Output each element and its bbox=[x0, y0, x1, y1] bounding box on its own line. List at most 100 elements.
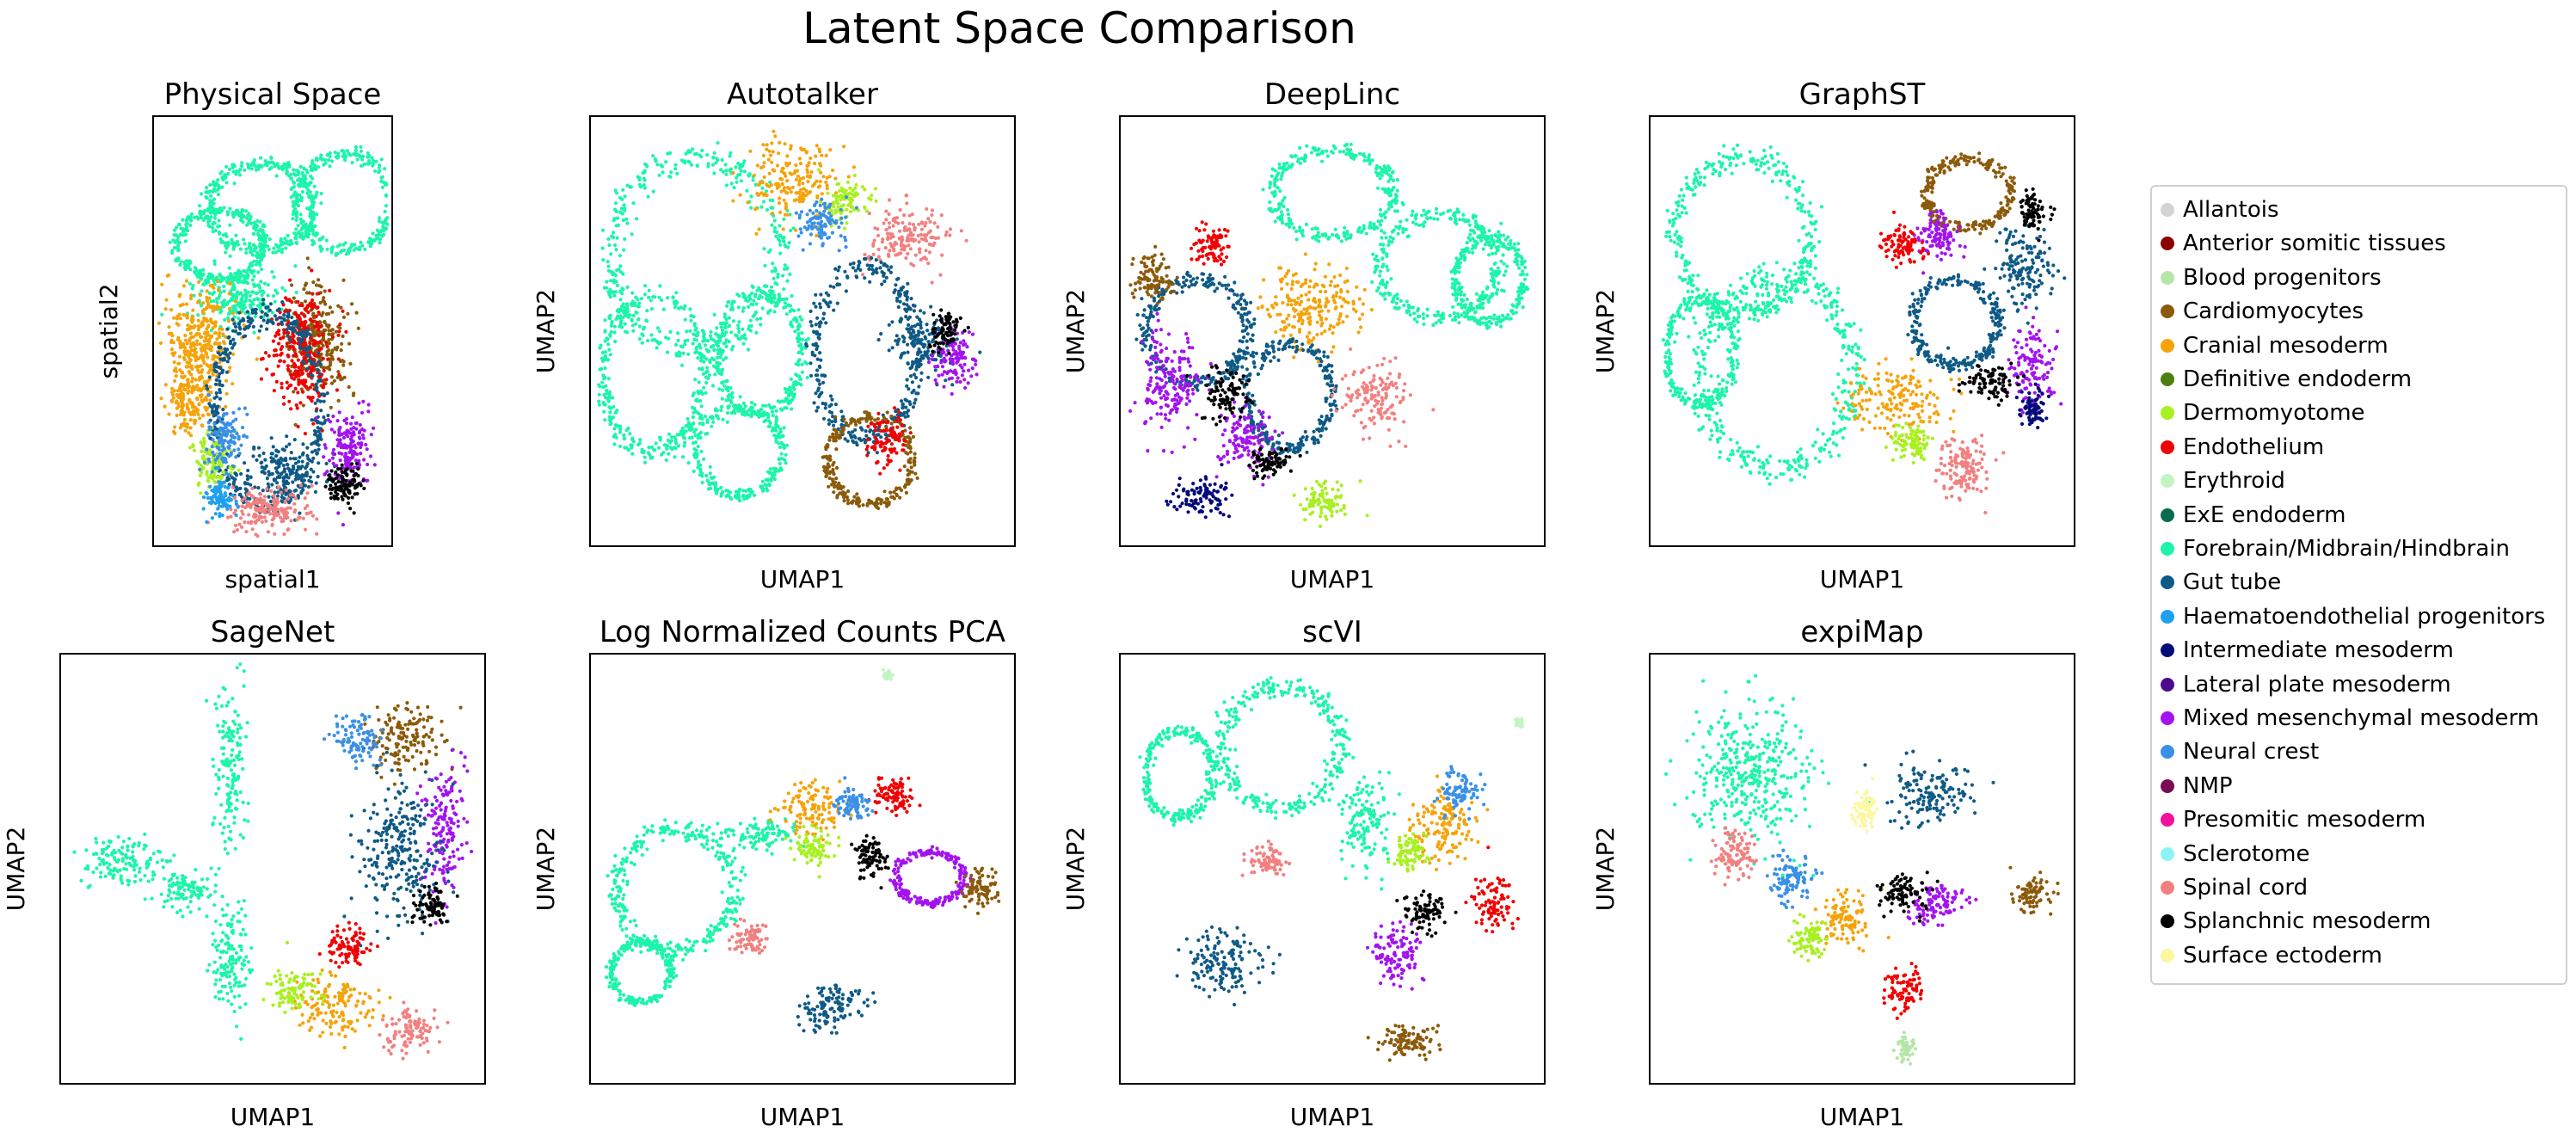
point bbox=[276, 244, 280, 249]
point bbox=[288, 338, 292, 342]
point bbox=[320, 157, 325, 162]
point bbox=[741, 306, 746, 311]
point bbox=[348, 507, 353, 511]
point bbox=[749, 302, 753, 306]
point bbox=[173, 233, 178, 237]
point bbox=[189, 341, 194, 346]
point bbox=[301, 335, 305, 339]
point bbox=[222, 340, 226, 344]
point bbox=[218, 345, 223, 349]
point bbox=[642, 186, 648, 190]
point bbox=[302, 181, 306, 186]
point bbox=[335, 156, 340, 160]
point bbox=[319, 153, 323, 157]
point bbox=[304, 334, 309, 338]
point bbox=[261, 501, 265, 507]
point bbox=[725, 420, 729, 424]
point bbox=[842, 145, 846, 149]
point bbox=[329, 469, 334, 473]
point bbox=[222, 447, 226, 452]
point bbox=[291, 328, 295, 332]
point bbox=[246, 319, 250, 323]
point bbox=[796, 182, 802, 187]
point bbox=[280, 385, 284, 390]
point bbox=[273, 490, 277, 495]
point bbox=[642, 449, 646, 453]
point bbox=[205, 319, 209, 323]
point bbox=[246, 503, 250, 508]
point bbox=[301, 442, 305, 446]
point bbox=[251, 324, 255, 329]
point bbox=[255, 224, 260, 228]
point bbox=[601, 384, 606, 390]
point bbox=[689, 314, 693, 318]
point bbox=[767, 419, 772, 423]
point bbox=[244, 247, 249, 251]
point bbox=[698, 153, 702, 157]
point bbox=[782, 235, 786, 239]
point bbox=[289, 451, 293, 455]
point bbox=[289, 187, 293, 192]
point bbox=[246, 468, 250, 473]
point bbox=[631, 329, 636, 333]
point bbox=[603, 339, 607, 343]
point bbox=[207, 459, 212, 464]
point bbox=[269, 459, 274, 464]
point bbox=[263, 458, 267, 462]
point bbox=[620, 309, 624, 313]
point bbox=[322, 382, 326, 386]
point bbox=[704, 415, 708, 419]
point bbox=[261, 251, 266, 255]
point bbox=[324, 461, 329, 466]
point bbox=[206, 421, 211, 425]
point bbox=[171, 238, 175, 243]
point bbox=[245, 477, 250, 482]
point bbox=[210, 445, 214, 449]
point bbox=[315, 232, 319, 237]
point bbox=[614, 317, 618, 322]
point bbox=[299, 311, 304, 316]
point bbox=[189, 412, 194, 417]
point bbox=[302, 166, 306, 170]
point bbox=[213, 361, 218, 366]
point bbox=[273, 164, 277, 169]
point bbox=[765, 207, 770, 212]
point bbox=[188, 418, 193, 422]
point bbox=[631, 303, 636, 307]
point bbox=[229, 272, 233, 276]
point bbox=[200, 376, 205, 380]
point bbox=[705, 366, 710, 370]
point bbox=[783, 406, 787, 410]
point bbox=[741, 489, 746, 493]
point bbox=[213, 512, 218, 516]
point bbox=[362, 458, 366, 462]
point bbox=[225, 507, 230, 511]
point bbox=[766, 310, 771, 314]
point bbox=[768, 198, 772, 202]
point bbox=[208, 495, 212, 501]
point bbox=[349, 421, 354, 426]
point bbox=[185, 341, 189, 346]
point bbox=[233, 329, 238, 334]
point bbox=[265, 487, 269, 491]
point bbox=[308, 301, 312, 306]
point bbox=[216, 419, 220, 423]
point bbox=[695, 350, 699, 354]
point bbox=[265, 477, 269, 481]
point bbox=[255, 518, 260, 523]
point bbox=[379, 157, 384, 162]
point bbox=[176, 222, 181, 227]
point bbox=[328, 420, 333, 424]
point bbox=[291, 464, 296, 469]
point bbox=[789, 377, 793, 381]
point bbox=[298, 340, 303, 344]
point bbox=[282, 511, 286, 516]
point bbox=[792, 387, 796, 391]
point bbox=[216, 183, 220, 188]
point bbox=[169, 338, 174, 342]
point bbox=[736, 409, 741, 413]
point bbox=[758, 293, 762, 298]
point bbox=[327, 473, 331, 477]
point bbox=[224, 411, 229, 416]
point bbox=[666, 438, 671, 443]
